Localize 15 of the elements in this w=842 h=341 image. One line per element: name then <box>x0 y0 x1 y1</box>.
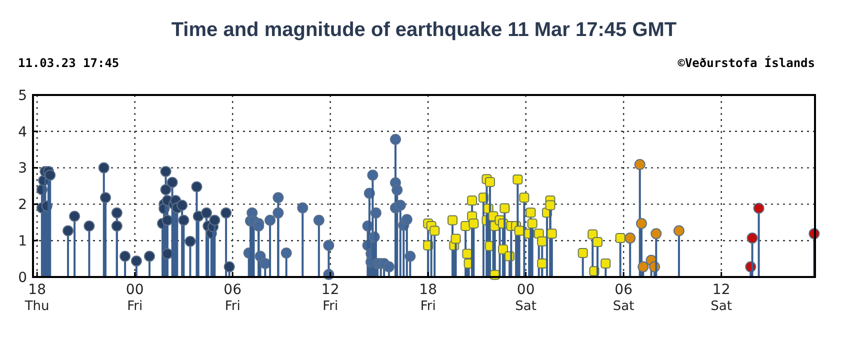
x-tick-label: 00 Sat <box>515 282 536 314</box>
y-tick-label: 4 <box>18 124 28 140</box>
chart-title: Time and magnitude of earthquake 11 Mar 17:45 GMT <box>171 19 677 41</box>
text: 11.03.23 17:45 <box>18 56 120 70</box>
text: ©Veðurstofa Íslands <box>678 55 815 70</box>
x-tick-label: 12 Sat <box>710 282 732 314</box>
x-tick-label: 00 Fri <box>126 282 144 314</box>
y-tick-label: 3 <box>18 160 27 177</box>
x-tick-label: 18 Fri <box>419 282 437 314</box>
x-tick-label: 12 Fri <box>321 282 340 314</box>
x-tick-label: 06 Sat <box>612 282 634 314</box>
x-tick-label: 06 Fri <box>224 282 242 314</box>
y-tick-label: 2 <box>18 197 27 214</box>
y-tick-label: 1 <box>18 234 27 250</box>
y-tick-label: 5 <box>18 88 27 104</box>
